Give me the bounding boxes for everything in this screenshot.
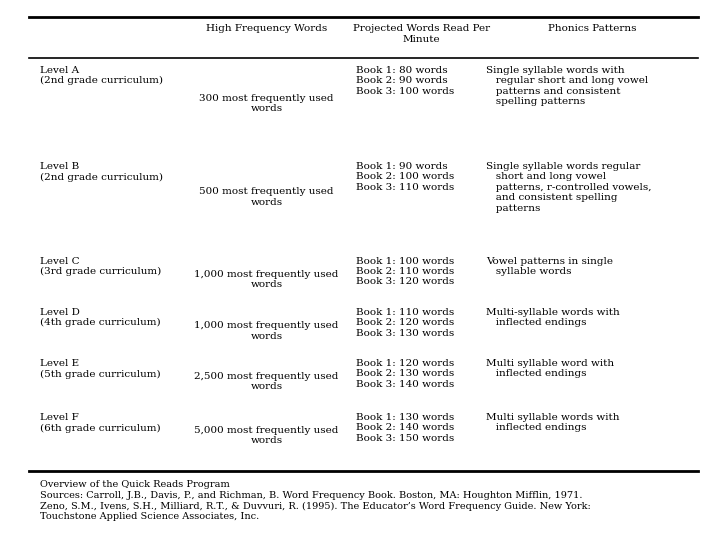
Text: High Frequency Words: High Frequency Words xyxy=(206,24,327,33)
Text: Book 1: 100 words
Book 2: 110 words
Book 3: 120 words: Book 1: 100 words Book 2: 110 words Book… xyxy=(356,256,454,286)
Text: Vowel patterns in single
   syllable words: Vowel patterns in single syllable words xyxy=(486,256,613,276)
Text: Sources: Carroll, J.B., Davis, P., and Richman, B. Word Frequency Book. Boston, : Sources: Carroll, J.B., Davis, P., and R… xyxy=(40,491,590,521)
Text: Level C
(3rd grade curriculum): Level C (3rd grade curriculum) xyxy=(40,256,161,276)
Text: Level A
(2nd grade curriculum): Level A (2nd grade curriculum) xyxy=(40,66,163,85)
Text: Book 1: 130 words
Book 2: 140 words
Book 3: 150 words: Book 1: 130 words Book 2: 140 words Book… xyxy=(356,413,454,443)
Text: Multi syllable words with
   inflected endings: Multi syllable words with inflected endi… xyxy=(486,413,619,433)
Text: Single syllable words regular
   short and long vowel
   patterns, r-controlled : Single syllable words regular short and … xyxy=(486,162,652,213)
Text: Projected Words Read Per
Minute: Projected Words Read Per Minute xyxy=(353,24,490,44)
Text: Book 1: 80 words
Book 2: 90 words
Book 3: 100 words: Book 1: 80 words Book 2: 90 words Book 3… xyxy=(356,66,454,96)
Text: Book 1: 110 words
Book 2: 120 words
Book 3: 130 words: Book 1: 110 words Book 2: 120 words Book… xyxy=(356,308,454,338)
Text: Book 1: 120 words
Book 2: 130 words
Book 3: 140 words: Book 1: 120 words Book 2: 130 words Book… xyxy=(356,359,454,389)
Text: Multi-syllable words with
   inflected endings: Multi-syllable words with inflected endi… xyxy=(486,308,620,327)
Text: Level B
(2nd grade curriculum): Level B (2nd grade curriculum) xyxy=(40,162,163,181)
Text: 300 most frequently used
words: 300 most frequently used words xyxy=(199,94,333,113)
Text: Multi syllable word with
   inflected endings: Multi syllable word with inflected endin… xyxy=(486,359,614,379)
Text: 500 most frequently used
words: 500 most frequently used words xyxy=(199,187,333,207)
Text: 2,500 most frequently used
words: 2,500 most frequently used words xyxy=(194,372,338,391)
Text: 5,000 most frequently used
words: 5,000 most frequently used words xyxy=(194,426,338,445)
Text: 1,000 most frequently used
words: 1,000 most frequently used words xyxy=(194,270,338,289)
Text: Level D
(4th grade curriculum): Level D (4th grade curriculum) xyxy=(40,308,161,327)
Text: Book 1: 90 words
Book 2: 100 words
Book 3: 110 words: Book 1: 90 words Book 2: 100 words Book … xyxy=(356,162,454,192)
Text: Single syllable words with
   regular short and long vowel
   patterns and consi: Single syllable words with regular short… xyxy=(486,66,648,106)
Text: Phonics Patterns: Phonics Patterns xyxy=(548,24,636,33)
Text: Level E
(5th grade curriculum): Level E (5th grade curriculum) xyxy=(40,359,161,379)
Text: 1,000 most frequently used
words: 1,000 most frequently used words xyxy=(194,321,338,341)
Text: Level F
(6th grade curriculum): Level F (6th grade curriculum) xyxy=(40,413,161,433)
Text: Overview of the Quick Reads Program: Overview of the Quick Reads Program xyxy=(40,480,230,489)
